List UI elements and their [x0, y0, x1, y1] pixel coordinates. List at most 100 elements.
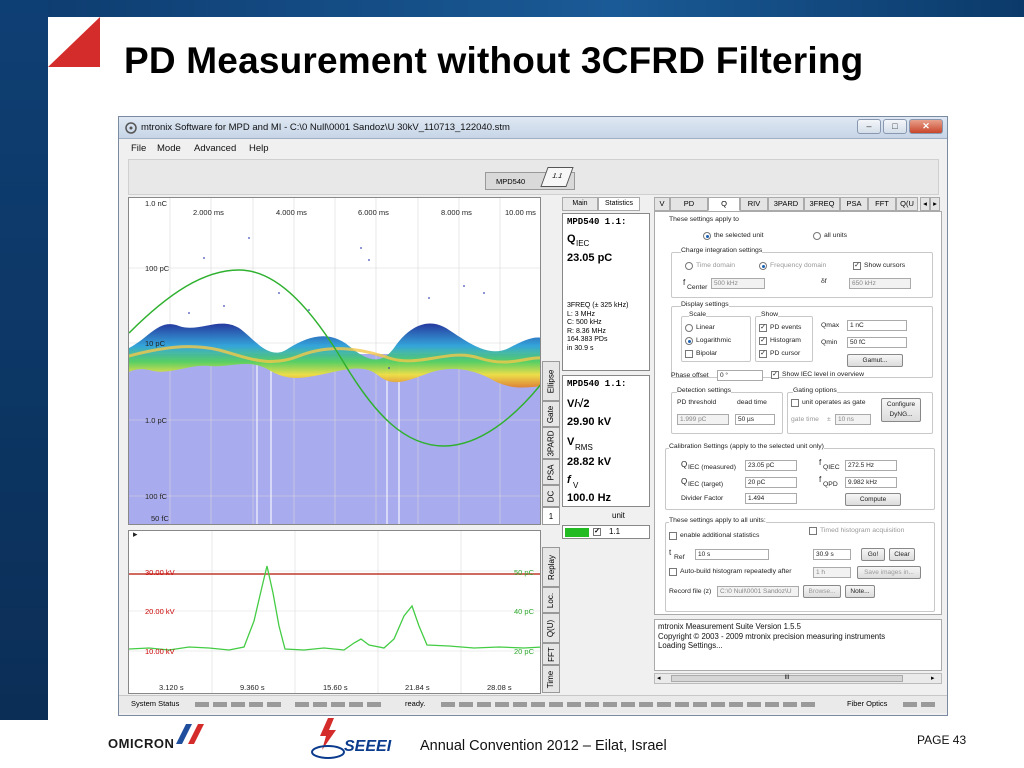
tab-qu-settings[interactable]: Q(U: [896, 197, 918, 211]
all-units-group-label: These settings apply to all units:: [669, 517, 766, 524]
tab-replay[interactable]: Replay: [542, 547, 560, 587]
phase-resolved-pd-plot[interactable]: 1.0 nC 100 pC 10 pC 1.0 pC 100 fC 50 fC …: [128, 197, 541, 525]
df-select[interactable]: 650 kHz: [849, 278, 911, 289]
gate-time-input[interactable]: 10 ns: [835, 414, 871, 425]
gating-group: [787, 392, 933, 434]
autobuild-checkbox[interactable]: [669, 568, 677, 576]
gate-checkbox[interactable]: [791, 399, 799, 407]
tab-psa[interactable]: PSA: [542, 459, 560, 485]
status-seg: [747, 702, 761, 707]
tab-time[interactable]: Time: [542, 665, 560, 693]
pd-threshold-input[interactable]: 1.999 pC: [677, 414, 729, 425]
tab-3freq[interactable]: 3FREQ: [804, 197, 840, 211]
device-unit-chip[interactable]: 1.1: [540, 167, 574, 187]
note-button[interactable]: Note...: [845, 585, 875, 598]
tab-pd[interactable]: PD: [670, 197, 708, 211]
pd-events-checkbox[interactable]: ✓: [759, 324, 767, 332]
status-seg: [567, 702, 581, 707]
selected-unit-radio[interactable]: [703, 232, 711, 240]
enable-stats-label: enable additional statistics: [680, 532, 760, 539]
gamut-button[interactable]: Gamut...: [847, 354, 903, 367]
histogram-checkbox[interactable]: ✓: [759, 337, 767, 345]
timed-histogram-checkbox[interactable]: [809, 527, 817, 535]
tab-fft[interactable]: FFT: [542, 643, 560, 665]
all-units-radio[interactable]: [813, 232, 821, 240]
tab-loc[interactable]: Loc.: [542, 587, 560, 613]
show-iec-checkbox[interactable]: ✓: [771, 371, 779, 379]
tab-v[interactable]: V: [654, 197, 670, 211]
unit-color-swatch: [565, 528, 589, 537]
tab-statistics[interactable]: Statistics: [598, 197, 640, 211]
autobuild-input[interactable]: 1 h: [813, 567, 851, 578]
tab-riv[interactable]: RIV: [740, 197, 768, 211]
status-seg: [295, 702, 309, 707]
tab-loc-label: Loc.: [546, 592, 556, 608]
tab-fft-settings[interactable]: FFT: [868, 197, 896, 211]
qmin-input[interactable]: 50 fC: [847, 337, 907, 348]
unit-checkbox[interactable]: ✓: [593, 528, 601, 536]
fcenter-input[interactable]: 500 kHz: [711, 278, 765, 289]
frequency-domain-radio[interactable]: [759, 262, 767, 270]
enable-stats-checkbox[interactable]: [669, 532, 677, 540]
qiec-measured-input[interactable]: 23.05 pC: [745, 460, 797, 471]
time-domain-radio[interactable]: [685, 262, 693, 270]
dead-time-input[interactable]: 50 µs: [735, 414, 775, 425]
scroll-left-icon[interactable]: ◂: [657, 675, 661, 682]
tab-psa-settings[interactable]: PSA: [840, 197, 868, 211]
tab-scroll-right-icon[interactable]: ▸: [930, 197, 940, 211]
minimize-button[interactable]: –: [857, 119, 881, 134]
tab-ellipse[interactable]: Ellipse: [542, 361, 560, 401]
compute-button[interactable]: Compute: [845, 493, 901, 506]
device-selector[interactable]: MPD540 1.1: [485, 167, 575, 190]
tab-scroll-left-icon[interactable]: ◂: [920, 197, 930, 211]
qiec-target-input[interactable]: 20 pC: [745, 477, 797, 488]
go-button[interactable]: Go!: [861, 548, 885, 561]
slide-left-bar: [0, 0, 48, 720]
qmax-input[interactable]: 1 nC: [847, 320, 907, 331]
close-button[interactable]: ✕: [909, 119, 943, 134]
tab-3pard[interactable]: 3PARD: [768, 197, 804, 211]
tab-unit-1[interactable]: 1: [542, 507, 560, 525]
pd-cursor-checkbox[interactable]: ✓: [759, 350, 767, 358]
pd-y-label-1pc: 1.0 pC: [145, 416, 168, 425]
tab-dc[interactable]: DC: [542, 485, 560, 507]
tab-q[interactable]: Q: [708, 197, 740, 211]
logarithmic-radio[interactable]: [685, 337, 693, 345]
tab-qu[interactable]: Q(U): [542, 613, 560, 643]
divider-factor-input[interactable]: 1.494: [745, 493, 797, 504]
fqpd-input[interactable]: 9.982 kHz: [845, 477, 897, 488]
tref-input[interactable]: 10 s: [695, 549, 769, 560]
save-images-button[interactable]: Save images in...: [857, 566, 921, 579]
fqiec-input[interactable]: 272.5 Hz: [845, 460, 897, 471]
trend-marker-icon: ▸: [133, 530, 138, 539]
configure-dyng-button[interactable]: Configure DyNG...: [881, 398, 921, 422]
tab-3pard[interactable]: 3PARD: [542, 427, 560, 459]
maximize-button[interactable]: □: [883, 119, 907, 134]
unit-row[interactable]: ✓ 1.1: [562, 525, 650, 539]
log-horizontal-scrollbar[interactable]: ◂ III ▸: [654, 673, 942, 684]
record-file-input[interactable]: C:\0 Null\0001 Sandoz\U: [717, 586, 799, 597]
menu-advanced[interactable]: Advanced: [194, 143, 237, 154]
tab-main[interactable]: Main: [562, 197, 598, 211]
bipolar-checkbox[interactable]: [685, 350, 693, 358]
show-cursors-checkbox[interactable]: ✓: [853, 262, 861, 270]
phase-offset-input[interactable]: 0 °: [717, 370, 763, 381]
status-seg: [313, 702, 327, 707]
scale-label: Scale: [689, 311, 707, 318]
tref-sub: Ref: [674, 554, 685, 561]
trend-x-label-1: 3.120 s: [159, 683, 184, 692]
status-seg: [783, 702, 797, 707]
tab-gate[interactable]: Gate: [542, 401, 560, 427]
scroll-right-icon[interactable]: ▸: [931, 675, 935, 682]
linear-radio[interactable]: [685, 324, 693, 332]
menu-file[interactable]: File: [131, 143, 147, 154]
scroll-thumb[interactable]: III: [671, 675, 903, 682]
timed-value-input[interactable]: 30.9 s: [813, 549, 851, 560]
menu-help[interactable]: Help: [249, 143, 269, 154]
voltage-trend-plot[interactable]: ▸ 30.00 kV 20.00 kV 10.00 kV 50 pC 40 pC…: [128, 530, 541, 694]
menu-mode[interactable]: Mode: [157, 143, 181, 154]
show-label: Show: [761, 311, 779, 318]
browse-button[interactable]: Browse...: [803, 585, 841, 598]
window-titlebar[interactable]: mtronix Software for MPD and MI - C:\0 N…: [119, 117, 947, 139]
clear-button[interactable]: Clear: [889, 548, 915, 561]
